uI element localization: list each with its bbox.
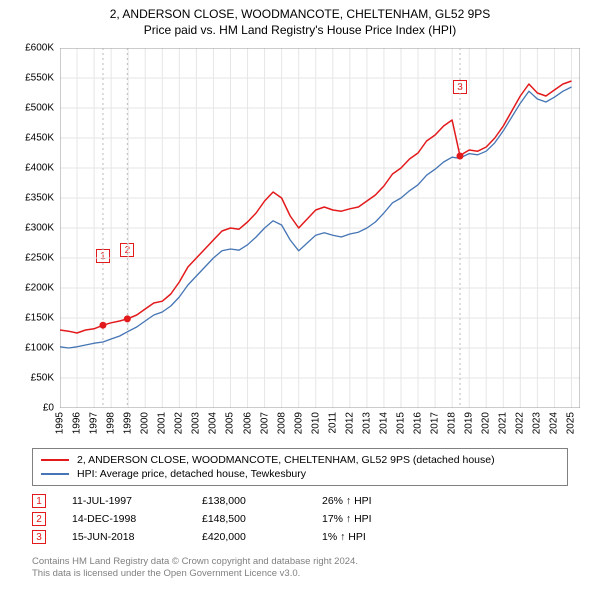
x-tick-label: 2019	[464, 412, 475, 434]
y-tick-label: £600K	[4, 43, 54, 54]
event-dot	[99, 322, 106, 329]
event-dot	[124, 315, 131, 322]
chart-plot-area: £0£50K£100K£150K£200K£250K£300K£350K£400…	[60, 48, 580, 408]
event-diff: 1% ↑ HPI	[322, 531, 442, 543]
y-tick-label: £400K	[4, 163, 54, 174]
x-tick-label: 2014	[378, 412, 389, 434]
x-tick-label: 2000	[140, 412, 151, 434]
footer-attribution: Contains HM Land Registry data © Crown c…	[32, 556, 568, 581]
event-price: £138,000	[202, 495, 322, 507]
y-tick-label: £350K	[4, 193, 54, 204]
x-tick-label: 2017	[430, 412, 441, 434]
y-tick-label: £300K	[4, 223, 54, 234]
x-tick-label: 2012	[344, 412, 355, 434]
x-tick-label: 1995	[55, 412, 66, 434]
x-tick-label: 2020	[481, 412, 492, 434]
y-tick-label: £250K	[4, 253, 54, 264]
y-tick-label: £100K	[4, 343, 54, 354]
legend-item: HPI: Average price, detached house, Tewk…	[41, 467, 559, 481]
x-tick-label: 2003	[191, 412, 202, 434]
x-tick-label: 2022	[515, 412, 526, 434]
x-tick-label: 2010	[310, 412, 321, 434]
event-marker-box: 1	[32, 494, 46, 508]
y-tick-label: £550K	[4, 73, 54, 84]
x-tick-label: 2013	[361, 412, 372, 434]
event-diff: 26% ↑ HPI	[322, 495, 442, 507]
legend-item: 2, ANDERSON CLOSE, WOODMANCOTE, CHELTENH…	[41, 453, 559, 467]
event-date: 14-DEC-1998	[72, 513, 202, 525]
event-marker-box: 3	[32, 530, 46, 544]
x-tick-label: 1996	[72, 412, 83, 434]
x-tick-label: 2025	[566, 412, 577, 434]
event-date: 11-JUL-1997	[72, 495, 202, 507]
event-marker-box: 2	[32, 512, 46, 526]
legend: 2, ANDERSON CLOSE, WOODMANCOTE, CHELTENH…	[32, 448, 568, 486]
legend-label: HPI: Average price, detached house, Tewk…	[77, 468, 306, 480]
y-tick-label: £200K	[4, 283, 54, 294]
title-line-2: Price paid vs. HM Land Registry's House …	[0, 22, 600, 38]
x-tick-label: 2001	[157, 412, 168, 434]
chart-title: 2, ANDERSON CLOSE, WOODMANCOTE, CHELTENH…	[0, 0, 600, 38]
legend-swatch	[41, 459, 69, 461]
x-tick-label: 2021	[498, 412, 509, 434]
y-tick-label: £0	[4, 403, 54, 414]
footer-line-2: This data is licensed under the Open Gov…	[32, 568, 568, 580]
x-tick-label: 2005	[225, 412, 236, 434]
footer-line-1: Contains HM Land Registry data © Crown c…	[32, 556, 568, 568]
x-tick-label: 2011	[327, 412, 338, 434]
x-tick-label: 2004	[208, 412, 219, 434]
event-dot	[456, 153, 463, 160]
event-price: £148,500	[202, 513, 322, 525]
y-tick-label: £450K	[4, 133, 54, 144]
chart-svg	[60, 48, 580, 408]
event-row: 1 11-JUL-1997 £138,000 26% ↑ HPI	[32, 492, 568, 510]
x-tick-label: 2009	[293, 412, 304, 434]
event-row: 2 14-DEC-1998 £148,500 17% ↑ HPI	[32, 510, 568, 528]
x-tick-label: 2015	[395, 412, 406, 434]
event-row: 3 15-JUN-2018 £420,000 1% ↑ HPI	[32, 528, 568, 546]
legend-swatch	[41, 473, 69, 475]
x-tick-label: 2006	[242, 412, 253, 434]
event-price: £420,000	[202, 531, 322, 543]
x-tick-label: 1999	[123, 412, 134, 434]
x-tick-label: 2002	[174, 412, 185, 434]
x-tick-label: 1998	[106, 412, 117, 434]
event-table: 1 11-JUL-1997 £138,000 26% ↑ HPI 2 14-DE…	[32, 492, 568, 546]
x-tick-label: 2018	[447, 412, 458, 434]
y-tick-label: £50K	[4, 373, 54, 384]
event-diff: 17% ↑ HPI	[322, 513, 442, 525]
event-date: 15-JUN-2018	[72, 531, 202, 543]
x-tick-label: 2016	[413, 412, 424, 434]
title-line-1: 2, ANDERSON CLOSE, WOODMANCOTE, CHELTENH…	[0, 6, 600, 22]
x-tick-label: 2023	[532, 412, 543, 434]
x-tick-label: 2007	[259, 412, 270, 434]
x-tick-label: 1997	[89, 412, 100, 434]
chart-container: 2, ANDERSON CLOSE, WOODMANCOTE, CHELTENH…	[0, 0, 600, 590]
legend-label: 2, ANDERSON CLOSE, WOODMANCOTE, CHELTENH…	[77, 454, 495, 466]
y-tick-label: £150K	[4, 313, 54, 324]
y-tick-label: £500K	[4, 103, 54, 114]
x-tick-label: 2024	[549, 412, 560, 434]
x-tick-label: 2008	[276, 412, 287, 434]
